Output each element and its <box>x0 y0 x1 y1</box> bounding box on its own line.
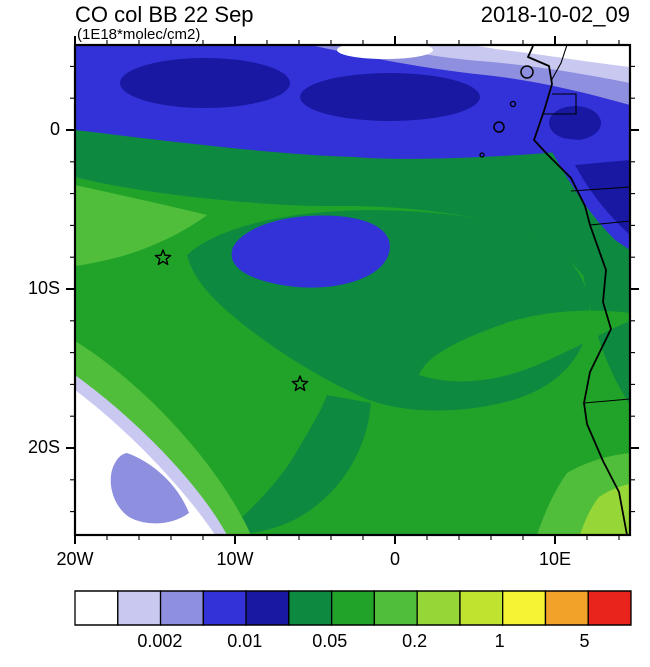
contour-green-tongue <box>419 310 630 382</box>
colorbar-cell <box>502 590 547 626</box>
plot-timestamp: 2018-10-02_09 <box>480 2 630 27</box>
colorbar-cell <box>288 590 333 626</box>
title-row: CO col BB 22 Sep 2018-10-02_09 <box>75 2 630 28</box>
colorbar-label-5: 5 <box>579 631 590 651</box>
contour-navy-blob-east <box>549 106 601 140</box>
colorbar-cell <box>330 590 376 626</box>
contour-periwinkle-sw-patch <box>110 453 189 524</box>
contour-white-top-patch <box>337 45 433 59</box>
x-axis-label-20w: 20W <box>56 549 94 569</box>
contour-navy-coastal <box>575 160 630 235</box>
star-marker-1 <box>154 249 172 266</box>
star-marker-2 <box>291 375 309 392</box>
contour-navy-blob-central <box>300 73 480 121</box>
border-rio-muni <box>544 93 577 115</box>
colorbar-cell <box>416 590 461 626</box>
contour-darkgreen-arm <box>223 395 371 535</box>
contour-blue-core <box>231 215 390 288</box>
island-sao-tome <box>493 121 505 133</box>
colorbar-cell <box>74 590 119 626</box>
colorbar <box>74 590 632 626</box>
contour-navy-blob-west <box>120 58 290 108</box>
contour-yellowgreen-se <box>580 484 630 535</box>
colorbar-label-001: 0.01 <box>227 631 263 651</box>
y-axis-label-20s: 20S <box>27 437 60 457</box>
border-congo-angola <box>589 220 630 226</box>
colorbar-cell <box>245 590 290 626</box>
colorbar-label-005: 0.05 <box>312 631 348 651</box>
border-angola-namibia <box>583 398 630 404</box>
colorbar-label-1: 1 <box>494 631 505 651</box>
colorbar-cell <box>202 590 247 626</box>
colorbar-cell <box>159 590 204 626</box>
x-axis-label-0: 0 <box>389 549 401 569</box>
island-principe <box>509 100 517 108</box>
colorbar-label-02: 0.2 <box>402 631 428 651</box>
y-axis-label-10s: 10S <box>27 278 60 298</box>
island-annobon <box>479 152 485 158</box>
colorbar-label-0002: 0.002 <box>137 631 183 651</box>
contour-lightgreen-west <box>75 185 207 266</box>
border-gabon-congo <box>570 186 630 192</box>
map-plot <box>66 36 639 544</box>
colorbar-cell <box>544 590 589 626</box>
y-axis-label-0: 0 <box>49 119 60 139</box>
x-axis-label-10e: 10E <box>538 549 572 569</box>
colorbar-cell <box>373 590 418 626</box>
colorbar-cell <box>117 590 162 626</box>
border-nigeria-cameroon <box>550 45 568 82</box>
contour-white-top-corner <box>470 45 630 67</box>
plot-units: (1E18*molec/cm2) <box>77 26 201 43</box>
x-axis-label-10w: 10W <box>216 549 254 569</box>
plot-title: CO col BB 22 Sep <box>75 2 254 27</box>
island-bioko <box>520 65 534 79</box>
colorbar-cell <box>587 590 632 626</box>
colorbar-cell <box>459 590 504 626</box>
contour-field <box>75 45 630 535</box>
plot-frame <box>73 43 632 537</box>
